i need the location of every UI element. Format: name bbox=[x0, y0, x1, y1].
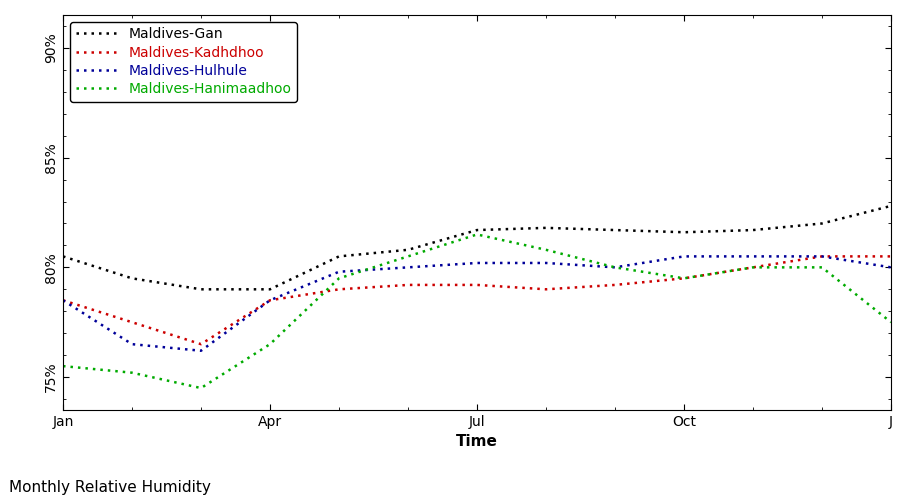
Maldives-Gan bbox=[679, 229, 689, 235]
Maldives-Hanimaadhoo bbox=[886, 319, 896, 325]
Maldives-Hulhule bbox=[472, 260, 482, 266]
Maldives-Hanimaadhoo bbox=[679, 276, 689, 281]
Maldives-Kadhdhoo bbox=[127, 319, 138, 325]
Maldives-Gan bbox=[748, 227, 759, 233]
Maldives-Hulhule bbox=[127, 341, 138, 347]
Maldives-Gan bbox=[265, 286, 275, 292]
Maldives-Kadhdhoo bbox=[402, 282, 413, 288]
Maldives-Kadhdhoo bbox=[195, 341, 206, 347]
Maldives-Hulhule bbox=[748, 254, 759, 260]
Maldives-Kadhdhoo bbox=[541, 286, 552, 292]
Maldives-Hanimaadhoo bbox=[816, 264, 827, 270]
Maldives-Hulhule bbox=[886, 264, 896, 270]
Maldives-Gan bbox=[127, 276, 138, 281]
Line: Maldives-Hanimaadhoo: Maldives-Hanimaadhoo bbox=[63, 234, 891, 388]
Maldives-Kadhdhoo bbox=[679, 276, 689, 281]
Maldives-Gan bbox=[609, 227, 620, 233]
X-axis label: Time: Time bbox=[456, 434, 498, 450]
Maldives-Hanimaadhoo bbox=[58, 363, 68, 369]
Maldives-Hulhule bbox=[609, 264, 620, 270]
Maldives-Hulhule bbox=[334, 269, 345, 275]
Maldives-Kadhdhoo bbox=[886, 254, 896, 260]
Legend: Maldives-Gan, Maldives-Kadhdhoo, Maldives-Hulhule, Maldives-Hanimaadhoo: Maldives-Gan, Maldives-Kadhdhoo, Maldive… bbox=[70, 22, 297, 102]
Maldives-Hanimaadhoo bbox=[265, 341, 275, 347]
Maldives-Hanimaadhoo bbox=[748, 264, 759, 270]
Maldives-Gan bbox=[541, 225, 552, 231]
Maldives-Gan bbox=[58, 254, 68, 260]
Maldives-Kadhdhoo bbox=[58, 298, 68, 304]
Maldives-Hanimaadhoo bbox=[402, 254, 413, 260]
Maldives-Kadhdhoo bbox=[609, 282, 620, 288]
Maldives-Hulhule bbox=[402, 264, 413, 270]
Maldives-Hanimaadhoo bbox=[334, 276, 345, 281]
Maldives-Hulhule bbox=[679, 254, 689, 260]
Maldives-Gan bbox=[816, 220, 827, 226]
Maldives-Hanimaadhoo bbox=[541, 247, 552, 253]
Maldives-Gan bbox=[472, 227, 482, 233]
Maldives-Hanimaadhoo bbox=[609, 264, 620, 270]
Maldives-Hulhule bbox=[195, 348, 206, 354]
Line: Maldives-Hulhule: Maldives-Hulhule bbox=[63, 256, 891, 351]
Maldives-Kadhdhoo bbox=[748, 264, 759, 270]
Maldives-Gan bbox=[334, 254, 345, 260]
Line: Maldives-Gan: Maldives-Gan bbox=[63, 206, 891, 290]
Maldives-Kadhdhoo bbox=[334, 286, 345, 292]
Maldives-Hulhule bbox=[58, 298, 68, 304]
Maldives-Hanimaadhoo bbox=[127, 370, 138, 376]
Maldives-Hulhule bbox=[816, 254, 827, 260]
Text: Monthly Relative Humidity: Monthly Relative Humidity bbox=[9, 480, 211, 495]
Maldives-Kadhdhoo bbox=[265, 298, 275, 304]
Maldives-Hulhule bbox=[265, 298, 275, 304]
Maldives-Hanimaadhoo bbox=[195, 385, 206, 391]
Maldives-Gan bbox=[886, 203, 896, 209]
Maldives-Gan bbox=[402, 247, 413, 253]
Line: Maldives-Kadhdhoo: Maldives-Kadhdhoo bbox=[63, 256, 891, 344]
Maldives-Hanimaadhoo bbox=[472, 232, 482, 237]
Maldives-Kadhdhoo bbox=[816, 254, 827, 260]
Maldives-Kadhdhoo bbox=[472, 282, 482, 288]
Maldives-Hulhule bbox=[541, 260, 552, 266]
Maldives-Gan bbox=[195, 286, 206, 292]
